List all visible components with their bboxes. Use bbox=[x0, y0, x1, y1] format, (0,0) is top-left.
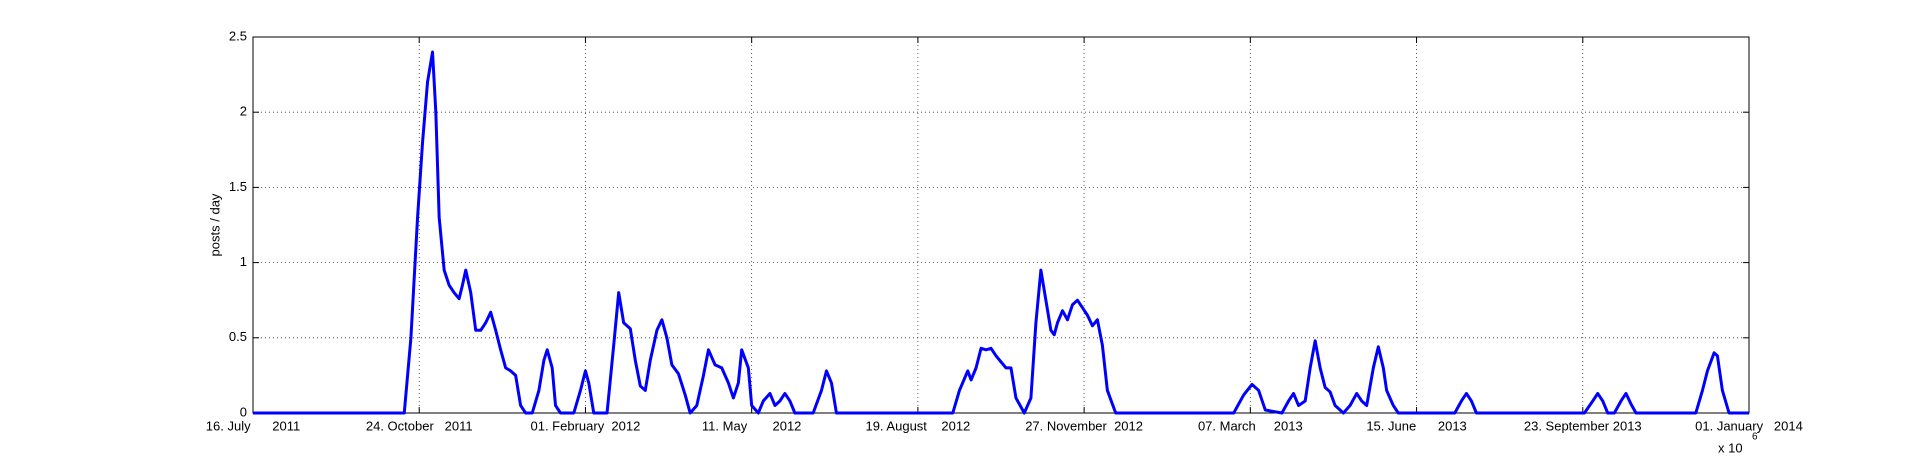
y-tick-label: 1 bbox=[240, 254, 247, 269]
x-tick-label: 11. May 2012 bbox=[702, 418, 801, 433]
plot-frame bbox=[252, 36, 1750, 414]
y-axis-label: posts / day bbox=[207, 193, 222, 256]
x-tick-label: 07. March 2013 bbox=[1198, 418, 1303, 433]
x-tick-label: 27. November 2012 bbox=[1025, 418, 1143, 433]
y-tick-label: 0.5 bbox=[229, 329, 247, 344]
data-line bbox=[253, 50, 1749, 415]
x-tick-label: 19. August 2012 bbox=[865, 418, 970, 433]
x-tick-label: 24. October 2011 bbox=[366, 418, 473, 433]
x-tick-label: 01. January 2014 bbox=[1695, 418, 1803, 433]
x-tick-label: 23. September 2013 bbox=[1524, 418, 1642, 433]
y-tick-label: 2.5 bbox=[229, 28, 247, 43]
y-tick-label: 0 bbox=[240, 404, 247, 419]
y-tick-label: 2 bbox=[240, 104, 247, 119]
x-tick-label: 15. June 2013 bbox=[1366, 418, 1466, 433]
x-tick-label: 01. February 2012 bbox=[531, 418, 641, 433]
x-exponent-power: 6 bbox=[1752, 432, 1758, 443]
y-tick-label: 1.5 bbox=[229, 179, 247, 194]
x-exponent-base: x 10 bbox=[1718, 440, 1743, 455]
x-tick-label: 16. July 2011 bbox=[206, 418, 300, 433]
